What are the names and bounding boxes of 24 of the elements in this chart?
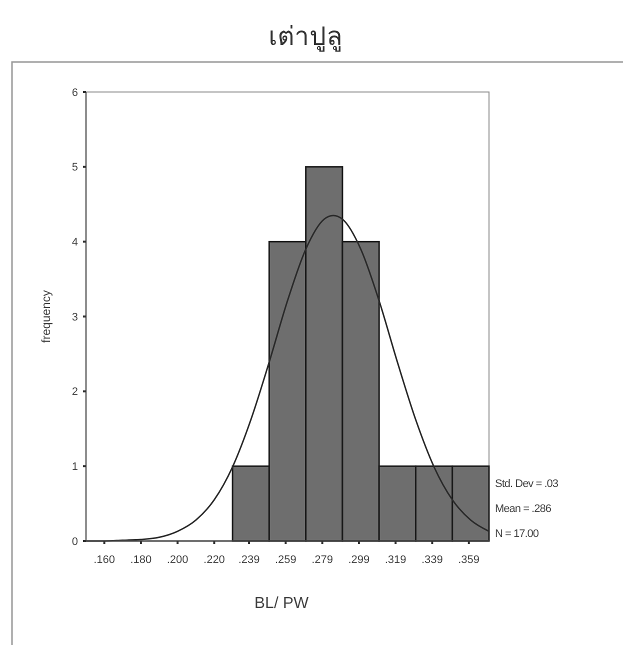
text: Mean = .286 [495, 503, 552, 515]
x-tick-label: .279 [312, 554, 334, 566]
chart-title: เต่าปูลู [268, 21, 342, 52]
x-tick-label: .160 [94, 554, 116, 566]
x-tick-label: .239 [238, 554, 260, 566]
x-tick-label: .200 [166, 554, 188, 566]
x-tick-label: .180 [130, 554, 152, 566]
x-axis-title: BL/ PW [254, 595, 310, 612]
x-tick-label: .339 [422, 554, 443, 566]
y-tick-label: 5 [72, 162, 78, 174]
x-tick-label: .319 [384, 554, 406, 566]
x-tick-label: .220 [204, 554, 225, 566]
y-tick-label: 0 [72, 536, 78, 548]
y-tick-label: 3 [72, 311, 78, 324]
y-tick-label: 1 [72, 461, 78, 474]
y-tick-label: 4 [72, 236, 78, 249]
text: N = 17.00 [495, 528, 539, 540]
y-tick-label: 2 [72, 386, 78, 398]
x-tick-label: .359 [458, 554, 480, 566]
x-tick-label: .259 [274, 554, 296, 566]
y-axis-title: frequency [39, 290, 53, 343]
x-tick-label: .299 [348, 554, 370, 566]
text: Std. Dev = .03 [495, 478, 558, 490]
y-tick-label: 6 [72, 86, 78, 99]
